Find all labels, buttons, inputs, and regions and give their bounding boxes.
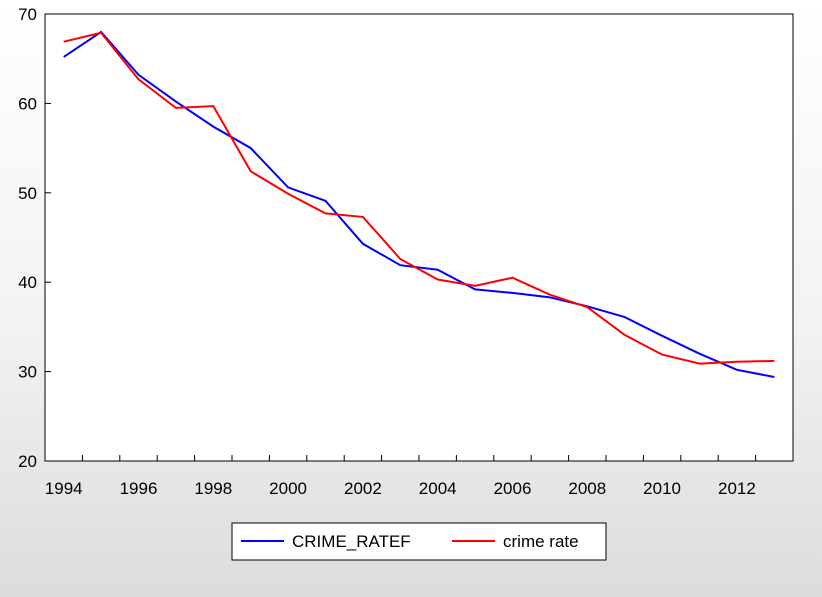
x-tick-label: 2012 <box>718 479 756 498</box>
x-tick-label: 2008 <box>568 479 606 498</box>
y-axis: 20 30 40 50 60 70 <box>18 5 51 471</box>
legend: CRIME_RATEF crime rate <box>231 522 607 561</box>
x-tick-label: 1994 <box>45 479 83 498</box>
legend-label-crime-ratef: CRIME_RATEF <box>292 532 411 551</box>
series-line-crime-rate <box>63 31 775 365</box>
x-tick-label: 1996 <box>120 479 158 498</box>
y-tick-label: 20 <box>18 452 37 471</box>
x-tick-label: 2004 <box>419 479 457 498</box>
y-tick-label: 50 <box>18 184 37 203</box>
series-line-crime-ratef <box>63 30 775 378</box>
legend-label-crime-rate: crime rate <box>503 532 579 551</box>
y-tick-label: 30 <box>18 363 37 382</box>
x-axis: 1994 1996 1998 2000 2002 2004 2006 2008 2010 2012 <box>44 455 794 498</box>
series-lines <box>63 30 775 378</box>
y-tick-label: 60 <box>18 94 37 113</box>
x-tick-label: 1998 <box>194 479 232 498</box>
x-tick-label: 2010 <box>643 479 681 498</box>
x-tick-label: 2002 <box>344 479 382 498</box>
y-tick-label: 40 <box>18 273 37 292</box>
x-tick-label: 2000 <box>269 479 307 498</box>
x-tick-label: 2006 <box>494 479 532 498</box>
y-tick-label: 70 <box>18 5 37 24</box>
legend-box <box>231 522 607 561</box>
plot-area <box>44 13 794 462</box>
